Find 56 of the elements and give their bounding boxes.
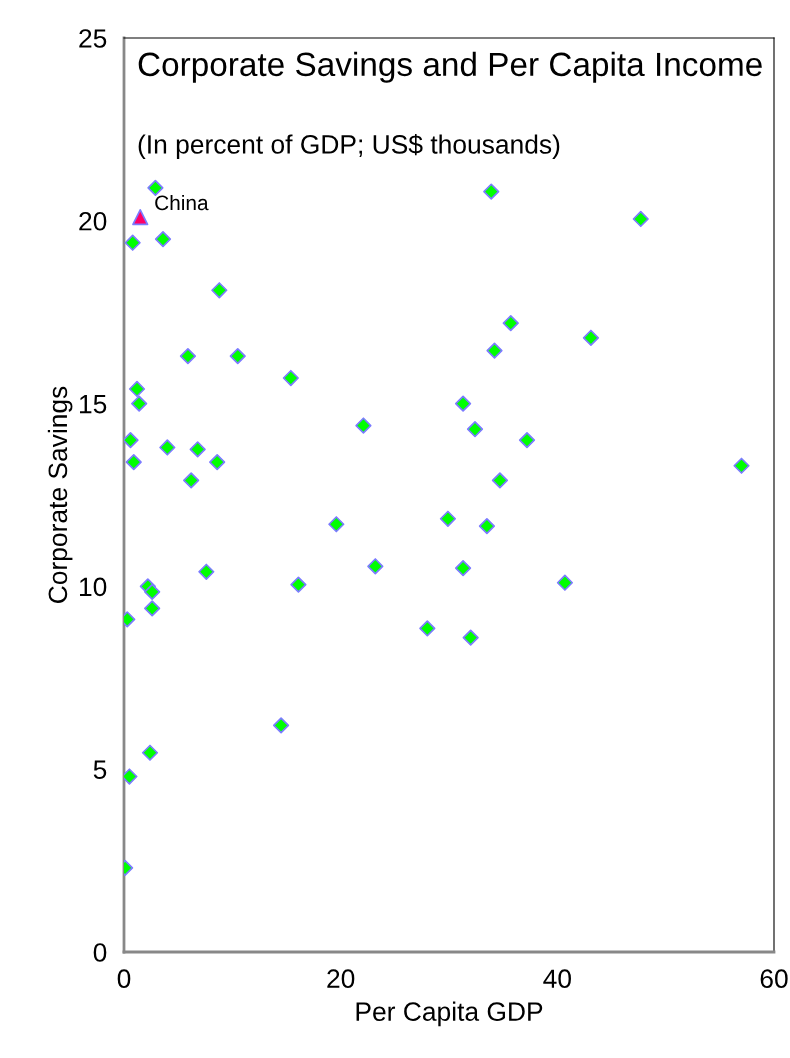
point xyxy=(125,453,142,471)
point xyxy=(229,347,246,365)
point xyxy=(454,395,472,412)
point xyxy=(290,576,307,593)
chart-title: Corporate Savings and Per Capita Income xyxy=(138,51,762,83)
y-tick-label: 15 xyxy=(80,395,107,414)
point xyxy=(491,472,509,489)
y-axis-title: Corporate Savings xyxy=(47,386,73,603)
x-axis-title: Per Capita GDP xyxy=(356,1001,543,1027)
point xyxy=(179,347,197,365)
series-label: China xyxy=(155,194,209,211)
point xyxy=(367,558,384,575)
point xyxy=(128,380,146,398)
point xyxy=(733,457,750,474)
point xyxy=(355,417,372,434)
y-tick-label: 25 xyxy=(79,29,107,48)
x-tick-label: 20 xyxy=(327,969,355,989)
y-tick-label: 20 xyxy=(79,211,107,231)
point xyxy=(141,744,159,761)
point xyxy=(131,395,148,412)
point xyxy=(582,329,600,346)
point xyxy=(518,432,536,449)
point xyxy=(439,510,457,527)
point xyxy=(272,717,290,734)
point xyxy=(124,432,139,449)
point xyxy=(328,516,345,533)
point xyxy=(282,369,299,387)
point xyxy=(189,441,206,458)
point xyxy=(144,583,161,601)
point xyxy=(502,315,519,332)
x-tick-label: 60 xyxy=(760,969,788,989)
point xyxy=(144,600,161,617)
point xyxy=(147,179,164,197)
point xyxy=(183,472,200,489)
point xyxy=(462,629,479,646)
point xyxy=(419,620,436,637)
point xyxy=(454,560,472,577)
y-tick-label: 0 xyxy=(93,943,107,962)
point xyxy=(556,574,574,591)
x-tick-label: 0 xyxy=(117,969,131,989)
point xyxy=(466,421,484,438)
point xyxy=(209,453,226,471)
point xyxy=(483,183,500,200)
point xyxy=(632,210,649,228)
point xyxy=(478,517,496,535)
point xyxy=(486,342,503,359)
point xyxy=(159,439,176,456)
x-tick-label: 40 xyxy=(543,969,571,989)
y-tick-label: 10 xyxy=(80,577,107,597)
point xyxy=(154,230,172,248)
y-tick-label: 5 xyxy=(93,760,107,780)
point xyxy=(211,282,228,299)
point xyxy=(132,209,149,226)
text: (In percent of GDP; US$ thousands) xyxy=(138,133,560,159)
point xyxy=(124,234,141,251)
point xyxy=(198,563,215,580)
